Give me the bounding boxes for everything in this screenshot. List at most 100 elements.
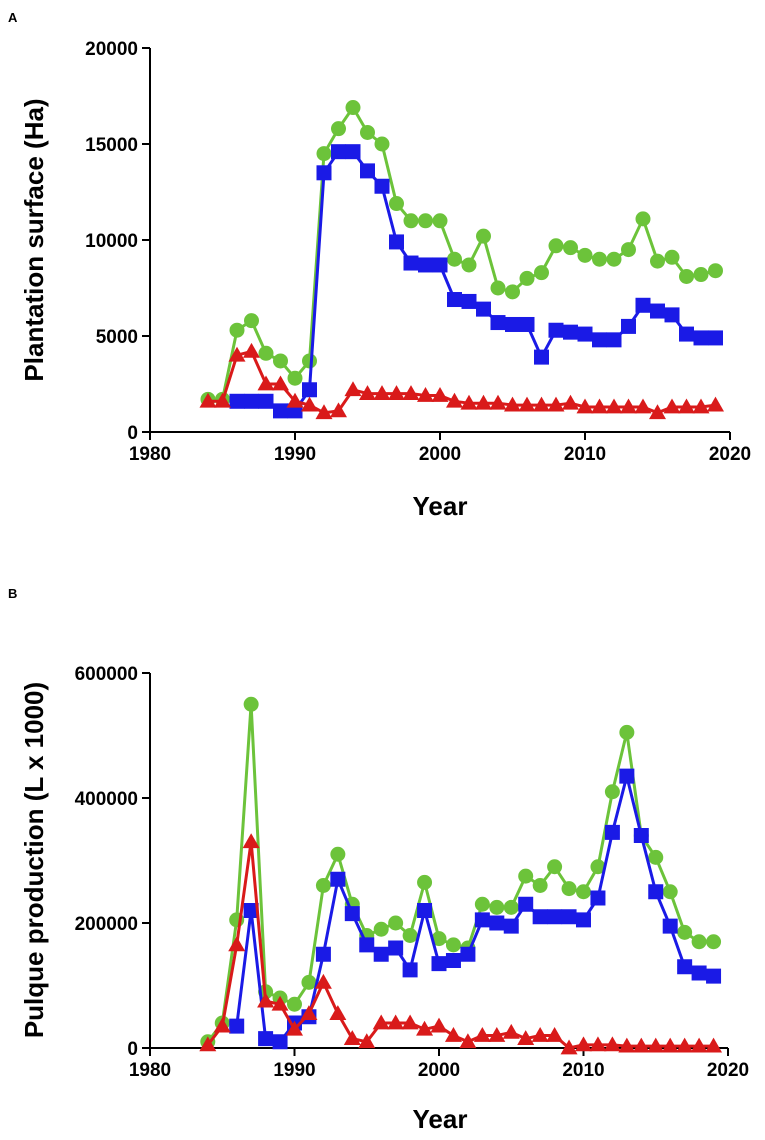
panel-a-green-circle-series-point [534, 265, 549, 281]
panel-b-blue-square-series-point [373, 946, 389, 962]
panel-a-blue-square-series-point [331, 144, 346, 160]
panel-b-ticks: 0 200000 400000 600000 1980 1990 2000 2010 2020 [75, 664, 750, 1081]
panel-a-blue-square-series-line [237, 150, 716, 413]
panel-b-red-triangle-series-point [632, 1037, 650, 1053]
panel-a-axes [149, 48, 730, 433]
panel-b-green-circle-series-point [445, 937, 461, 953]
panel-a-red-triangle-series-point [330, 402, 347, 418]
panel-b-x-tick-label: 1980 [129, 1060, 171, 1081]
panel-b-green-circle-series [200, 696, 722, 1050]
panel-a-series [199, 100, 724, 420]
panel-a-red-triangle-series-point [388, 385, 405, 400]
panel-a-green-circle-series-point [345, 100, 361, 116]
panel-a-red-triangle-series-point [272, 375, 289, 391]
panel-a-red-triangle-series-point [605, 398, 623, 414]
panel-a-red-triangle-series-point [533, 396, 550, 412]
panel-b-x-tick-label: 2010 [562, 1060, 604, 1081]
panel-a-green-circle-series-point [490, 280, 506, 296]
panel-a-green-circle-series-point [679, 268, 694, 284]
panel-b-red-triangle-series-point [560, 1039, 578, 1055]
panel-b-green-circle-series-point [691, 934, 707, 950]
panel-a-red-triangle-series-point [286, 392, 304, 408]
panel-b-green-circle-series-point [417, 874, 433, 890]
panel-b-green-circle-series-point [301, 974, 317, 990]
panel-b-blue-square-series-point [344, 906, 360, 922]
panel-b-green-circle-series-point [590, 859, 606, 875]
panel-a-green-circle-series-point [519, 270, 535, 286]
panel-b-green-circle-series-point [474, 896, 490, 912]
panel-b-red-triangle-series-point [416, 1020, 434, 1036]
panel-b-blue-square-series-point [576, 912, 591, 928]
panel-a-x-tick-label: 2000 [419, 444, 461, 465]
panel-b-red-triangle-series-point [618, 1037, 636, 1053]
panel-b-green-circle-series-point [561, 881, 577, 897]
panel-b-red-triangle-series-point [488, 1027, 506, 1042]
panel-a-blue-square-series-point [258, 393, 274, 409]
panel-a-y-axis-title: Plantation surface (Ha) [19, 98, 49, 381]
panel-b-blue-square-series-point [633, 828, 649, 843]
panel-a-blue-square-series-point [316, 165, 332, 181]
panel-b-blue-square-series-point [648, 884, 664, 900]
panel-a-blue-square-series-point [679, 326, 694, 342]
panel-b-y-axis-title: Pulque production (L x 1000) [19, 682, 49, 1038]
panel-b-green-circle-series-point [315, 878, 331, 893]
panel-b-green-circle-series-point [547, 859, 563, 875]
panel-b-series [199, 696, 723, 1055]
panel-a-x-tick-label: 2020 [709, 444, 751, 465]
panel-a-red-triangle-series-point [562, 394, 579, 410]
panel-b-green-circle-series-point [330, 846, 346, 862]
panel-a-blue-square-series-point [693, 330, 709, 346]
panel-b-green-circle-series-point [662, 884, 678, 900]
panel-b-green-circle-series-point [431, 931, 447, 947]
panel-a-blue-square-series-point [389, 234, 404, 250]
panel-a-blue-square-series-point [345, 144, 361, 160]
panel-a-label: A [8, 10, 18, 25]
panel-a-red-triangle-series-point [228, 346, 246, 362]
panel-a-green-circle-series-point [360, 124, 375, 140]
panel-a-green-circle-series-point [476, 228, 491, 244]
panel-a-red-triangle-series-point [518, 396, 536, 412]
panel-a-ticks: 0 5000 10000 15000 20000 1980 1990 2000 2010 2020 [85, 39, 751, 465]
panel-b-red-triangle-series-point [213, 1017, 231, 1033]
panel-a-x-tick-label: 1990 [274, 444, 316, 465]
panel-b-red-triangle-series-point [676, 1037, 694, 1053]
panel-a-blue-square-series-point [621, 318, 636, 334]
panel-a-y-tick-label: 5000 [96, 327, 138, 348]
panel-a-red-triangle-series-point [707, 396, 724, 412]
panel-a-blue-square-series-point [447, 292, 462, 308]
panel-a-green-circle-series-point [418, 213, 433, 229]
panel-a-green-circle-series-point [621, 242, 636, 258]
panel-a-x-axis-title: Year [413, 491, 468, 521]
panel-b-blue-square-series-point [315, 946, 331, 962]
panel-b-blue-square-series-point [388, 940, 404, 956]
panel-a-red-triangle-series-point [417, 387, 434, 402]
panel-b-blue-square-series-line [235, 774, 714, 1044]
panel-b-blue-square-series-point [691, 965, 707, 981]
panel-a-blue-square-series-point [490, 315, 506, 331]
panel-b-blue-square-series-point [489, 915, 505, 931]
panel-a-red-triangle-series-point [649, 404, 666, 420]
panel-a-green-circle-series-point [708, 263, 723, 279]
panel-a-plantation-surface: A Plantation surface (Ha) Year 0 5000 1000… [8, 10, 751, 521]
panel-b-blue-square-series-point [561, 909, 577, 925]
panel-b-green-circle-series-point [503, 899, 519, 915]
panel-b-blue-square-series-point [706, 968, 722, 984]
panel-b-red-triangle-series-point [661, 1037, 679, 1053]
panel-a-red-triangle-series-point [663, 398, 681, 414]
panel-a-red-triangle-series-point [373, 385, 391, 400]
panel-a-red-triangle-series-point [214, 392, 231, 408]
panel-b-red-triangle-series-point [430, 1017, 448, 1033]
panel-a-red-triangle-series-point [634, 398, 652, 414]
panel-b-red-triangle-series-point [705, 1037, 723, 1053]
panel-a-green-circle-series [200, 100, 723, 407]
panel-a-red-triangle-series-point [547, 396, 565, 412]
panel-a-red-triangle-series-point [257, 375, 275, 391]
panel-a-blue-square-series-point [548, 322, 564, 338]
panel-b-blue-square-series-point [359, 937, 375, 953]
panel-b-red-triangle-series-point [387, 1014, 405, 1030]
panel-b-green-circle-series-point [648, 849, 664, 865]
panel-b-blue-square-series-point [677, 959, 693, 975]
panel-b-green-circle-series-point [677, 924, 693, 940]
panel-a-y-tick-label: 0 [127, 423, 138, 444]
